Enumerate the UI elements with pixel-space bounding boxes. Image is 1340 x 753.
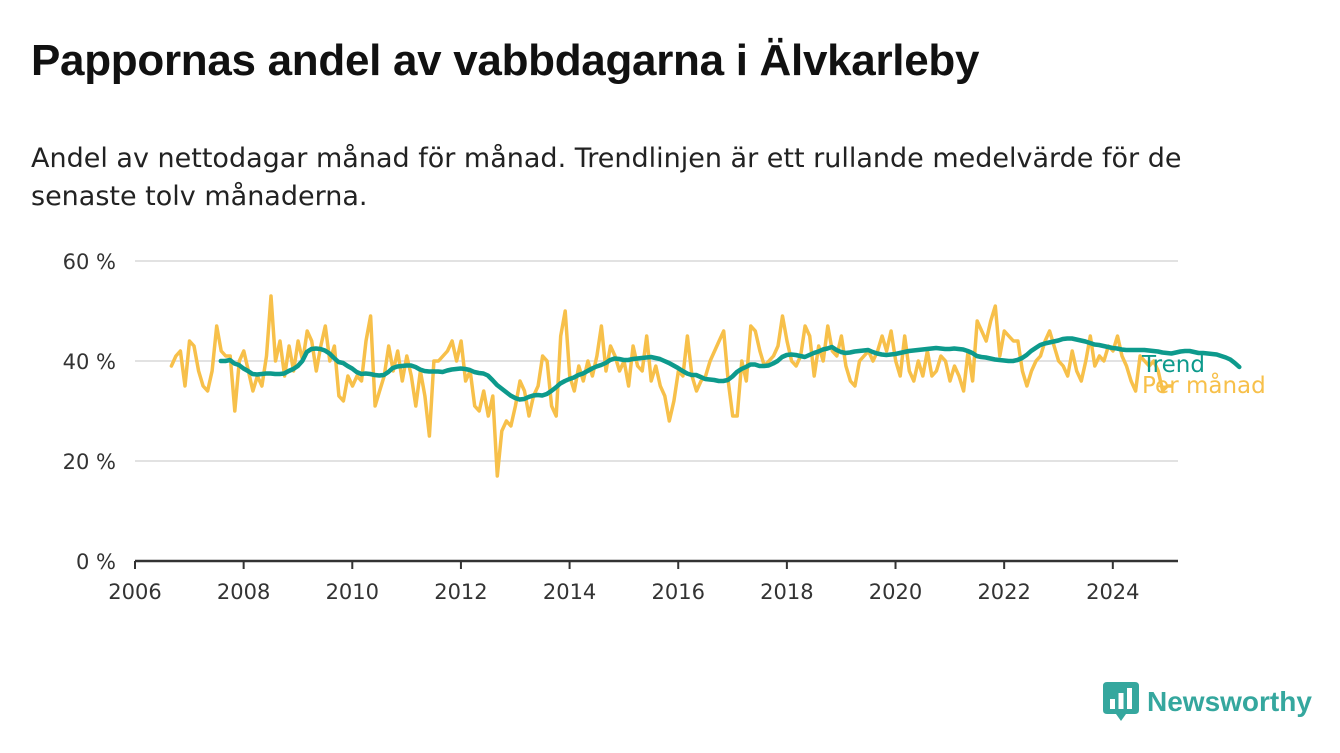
chart-title: Pappornas andel av vabbdagarna i Älvkarl…	[31, 36, 980, 85]
newsworthy-brand[interactable]: Newsworthy	[1103, 682, 1312, 722]
line-chart: 0 % 20 % 40 % 60 % 2006 2008 2010 2012 2014 2016…	[63, 250, 1266, 604]
brand-name: Newsworthy	[1147, 686, 1312, 717]
x-tick-label: 2020	[869, 580, 922, 604]
x-tick-label: 2024	[1086, 580, 1139, 604]
y-tick-label: 0 %	[76, 550, 116, 574]
x-tick-label: 2012	[434, 580, 487, 604]
x-tick-label: 2018	[760, 580, 813, 604]
series-lines	[169, 294, 1242, 478]
x-tick-label: 2006	[108, 580, 161, 604]
y-tick-label: 40 %	[63, 350, 116, 374]
series-line-trend	[218, 336, 1242, 402]
x-tick-label: 2008	[217, 580, 270, 604]
y-axis-ticks: 0 % 20 % 40 % 60 %	[63, 250, 116, 574]
series-line-monthly	[169, 294, 1174, 478]
y-tick-label: 60 %	[63, 250, 116, 274]
x-tick-label: 2016	[652, 580, 705, 604]
x-axis-ticks: 2006 2008 2010 2012 2014 2016 2018 2020 2022 2024	[108, 561, 1140, 604]
y-tick-label: 20 %	[63, 450, 116, 474]
x-tick-label: 2022	[977, 580, 1030, 604]
x-tick-label: 2010	[326, 580, 379, 604]
newsworthy-logo-icon	[1103, 682, 1139, 721]
chart-subtitle: Andel av nettodagar månad för månad. Tre…	[31, 143, 1182, 212]
legend-label-trend: Trend	[1141, 352, 1205, 378]
x-tick-label: 2014	[543, 580, 596, 604]
legend-label-monthly: Per månad	[1142, 371, 1266, 399]
